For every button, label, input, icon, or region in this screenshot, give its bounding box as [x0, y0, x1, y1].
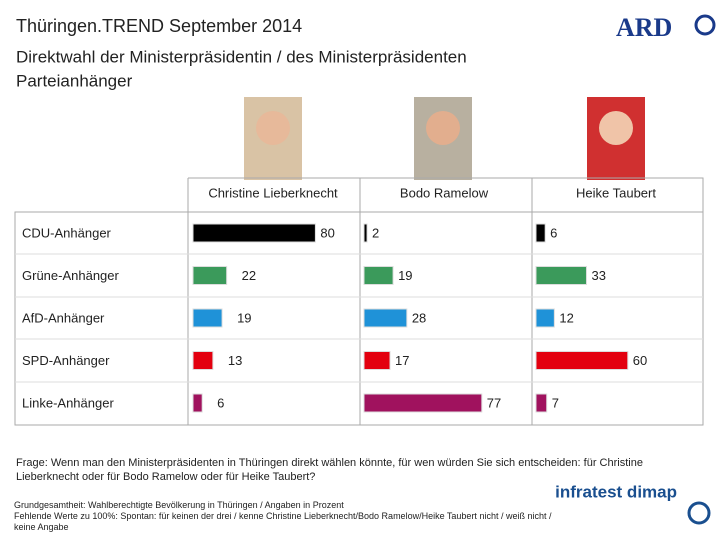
- logo-mark: [687, 501, 711, 525]
- question: Frage: Wenn man den Ministerpräsidenten …: [16, 457, 643, 483]
- table-lines: [187, 177, 704, 425]
- value-label: 80: [320, 225, 334, 240]
- subtitle: Parteianhänger: [16, 71, 133, 90]
- bar: [192, 223, 316, 243]
- photo-face: [256, 111, 290, 145]
- infratest-logo: infratest dimap: [555, 482, 677, 501]
- row-label: CDU-Anhänger: [22, 225, 112, 240]
- value-label: 33: [591, 268, 605, 283]
- bar: [535, 223, 546, 243]
- value-label: 2: [372, 225, 379, 240]
- value-label: 6: [217, 395, 224, 410]
- bar: [363, 308, 408, 328]
- row-label: Linke-Anhänger: [22, 395, 114, 410]
- value-label: 28: [412, 310, 426, 325]
- photos: [244, 97, 645, 180]
- bar: [535, 393, 548, 413]
- value-label: 22: [242, 268, 256, 283]
- photo-face: [426, 111, 460, 145]
- bar: [363, 266, 394, 285]
- column-header: Bodo Ramelow: [400, 185, 489, 200]
- value-label: 17: [395, 353, 409, 368]
- bar: [363, 223, 368, 243]
- column-header: Heike Taubert: [576, 185, 656, 200]
- value-label: 19: [398, 268, 412, 283]
- bar: [192, 308, 223, 328]
- value-label: 60: [633, 353, 647, 368]
- note-line: Grundgesamtheit: Wahlberechtigte Bevölke…: [14, 500, 344, 510]
- bar: [535, 351, 629, 370]
- row-lines: [15, 253, 703, 383]
- note: Grundgesamtheit: Wahlberechtigte Bevölke…: [14, 500, 559, 533]
- value-label: 13: [228, 353, 242, 368]
- value-label: 6: [550, 225, 557, 240]
- value-label: 7: [552, 395, 559, 410]
- note-line: Fehlende Werte zu 100%: Spontan: für kei…: [14, 511, 552, 532]
- bar: [535, 266, 587, 285]
- bar: [535, 308, 555, 328]
- bar: [363, 351, 391, 370]
- value-label: 19: [237, 310, 251, 325]
- bar: [192, 266, 228, 285]
- row-label: AfD-Anhänger: [22, 310, 105, 325]
- ard-logo: ARD: [616, 13, 672, 42]
- value-label: 12: [559, 310, 573, 325]
- column-header: Christine Lieberknecht: [208, 185, 338, 200]
- bar: [363, 393, 483, 413]
- row-label: SPD-Anhänger: [22, 353, 110, 368]
- title: Thüringen.TREND September 2014: [16, 16, 302, 36]
- subtitle: Direktwahl der Ministerpräsidentin / des…: [16, 47, 467, 66]
- photo-face: [599, 111, 633, 145]
- row-label: Grüne-Anhänger: [22, 268, 120, 283]
- bar: [192, 351, 214, 370]
- bar: [192, 393, 203, 413]
- logo-mark: [694, 14, 716, 36]
- value-label: 77: [487, 395, 501, 410]
- table-border: [14, 211, 704, 426]
